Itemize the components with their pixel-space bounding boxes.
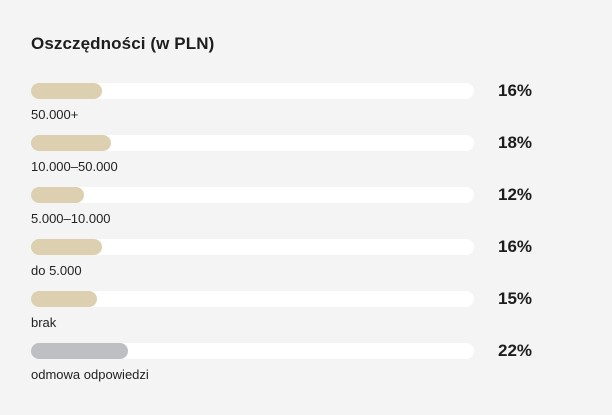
category-label: 50.000+ bbox=[31, 107, 79, 122]
bar-track bbox=[31, 343, 474, 359]
bar-track bbox=[31, 239, 474, 255]
bar-track bbox=[31, 135, 474, 151]
bar-row: 5.000–10.000 12% bbox=[0, 185, 612, 235]
category-label: odmowa odpowiedzi bbox=[31, 367, 149, 382]
bar-row: do 5.000 16% bbox=[0, 237, 612, 287]
value-label: 16% bbox=[498, 81, 533, 100]
chart-title: Oszczędności (w PLN) bbox=[31, 34, 215, 53]
category-label: 5.000–10.000 bbox=[31, 211, 111, 226]
bar-track bbox=[31, 291, 474, 307]
value-label: 12% bbox=[498, 185, 533, 204]
value-label: 18% bbox=[498, 133, 533, 152]
value-label: 16% bbox=[498, 237, 533, 256]
bar-row: brak 15% bbox=[0, 289, 612, 339]
bar-track bbox=[31, 187, 474, 203]
category-label: brak bbox=[31, 315, 57, 330]
bar-row: odmowa odpowiedzi 22% bbox=[0, 341, 612, 391]
value-label: 15% bbox=[498, 289, 533, 308]
category-label: 10.000–50.000 bbox=[31, 159, 118, 174]
value-label: 22% bbox=[498, 341, 533, 360]
bar-row: 10.000–50.000 18% bbox=[0, 133, 612, 183]
bar bbox=[31, 135, 111, 151]
bar bbox=[31, 83, 102, 99]
bar bbox=[31, 239, 102, 255]
bar-track bbox=[31, 83, 474, 99]
bar bbox=[31, 187, 84, 203]
bar-row: 50.000+ 16% bbox=[0, 81, 612, 131]
bar bbox=[31, 291, 97, 307]
bar bbox=[31, 343, 128, 359]
category-label: do 5.000 bbox=[31, 263, 82, 278]
